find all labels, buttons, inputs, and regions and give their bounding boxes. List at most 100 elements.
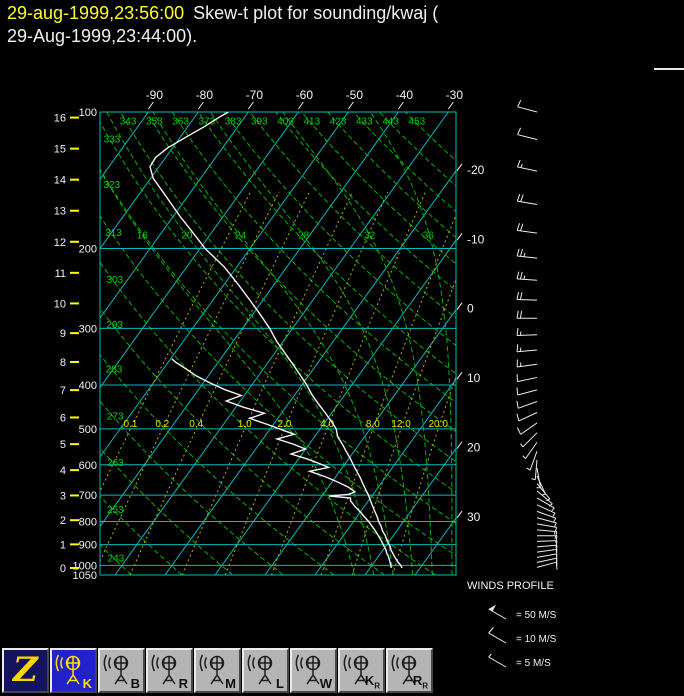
- toolbar-button-zeb-logo[interactable]: Z: [2, 648, 49, 693]
- svg-text:4.0: 4.0: [320, 419, 334, 430]
- svg-text:20: 20: [467, 441, 481, 455]
- toolbar: Z K B R M L W KR RR: [2, 648, 434, 693]
- toolbar-button-letter: RR: [412, 673, 428, 691]
- svg-text:16: 16: [137, 230, 149, 241]
- svg-text:-40: -40: [396, 88, 414, 102]
- toolbar-button-sounding-r[interactable]: R: [146, 648, 193, 693]
- toolbar-button-sounding-m[interactable]: M: [194, 648, 241, 693]
- svg-text:413: 413: [303, 117, 320, 128]
- svg-text:1000: 1000: [73, 560, 97, 572]
- svg-text:9: 9: [60, 328, 66, 340]
- svg-text:-30: -30: [446, 88, 464, 102]
- svg-text:253: 253: [107, 505, 124, 516]
- svg-text:100: 100: [79, 107, 97, 119]
- svg-text:243: 243: [108, 553, 125, 564]
- toolbar-button-letter: L: [276, 676, 284, 691]
- svg-text:32: 32: [364, 230, 376, 241]
- svg-text:-80: -80: [196, 88, 214, 102]
- svg-text:28: 28: [298, 230, 310, 241]
- svg-text:-60: -60: [296, 88, 314, 102]
- svg-text:433: 433: [356, 117, 373, 128]
- svg-text:283: 283: [106, 365, 123, 376]
- svg-text:393: 393: [251, 117, 268, 128]
- svg-text:3: 3: [60, 490, 66, 502]
- svg-text:293: 293: [106, 320, 123, 331]
- sounding-traces: [149, 112, 403, 569]
- svg-text:11: 11: [55, 268, 66, 280]
- radiosonde-icon: [391, 654, 417, 685]
- radiosonde-icon: [103, 654, 129, 685]
- svg-text:2.0: 2.0: [277, 419, 291, 430]
- svg-text:500: 500: [79, 424, 97, 436]
- svg-text:0.4: 0.4: [189, 419, 203, 430]
- toolbar-button-letter: B: [130, 676, 140, 691]
- svg-text:6: 6: [60, 412, 66, 424]
- svg-text:7: 7: [60, 385, 66, 397]
- svg-text:8.0: 8.0: [366, 419, 380, 430]
- svg-text:273: 273: [107, 412, 124, 423]
- svg-text:-50: -50: [346, 88, 364, 102]
- svg-text:403: 403: [277, 117, 294, 128]
- svg-text:200: 200: [79, 243, 97, 255]
- svg-text:12: 12: [54, 237, 66, 249]
- dewpoint-trace: [171, 358, 392, 568]
- wind-barb-column: [516, 99, 558, 570]
- svg-text:0: 0: [60, 563, 66, 575]
- svg-text:383: 383: [225, 117, 242, 128]
- svg-text:15: 15: [54, 144, 66, 156]
- plot-title-text: Skew-t plot for sounding/kwaj (: [193, 3, 439, 23]
- svg-text:-70: -70: [246, 88, 264, 102]
- svg-text:13: 13: [54, 206, 66, 218]
- temperature-trace: [149, 112, 403, 569]
- toolbar-button-sounding-b[interactable]: B: [98, 648, 145, 693]
- toolbar-button-letter: W: [319, 676, 332, 691]
- svg-text:-20: -20: [467, 163, 485, 177]
- plot-timestamp: 29-aug-1999,23:56:00: [7, 3, 185, 23]
- svg-text:700: 700: [79, 490, 97, 502]
- svg-text:5: 5: [60, 439, 66, 451]
- svg-text:-90: -90: [146, 88, 164, 102]
- svg-text:10: 10: [54, 298, 66, 310]
- svg-text:20: 20: [181, 230, 193, 241]
- toolbar-button-sounding-rr[interactable]: RR: [386, 648, 433, 693]
- grid-labels: -90 -80 -70 -60 -50 -40 -30 -20 -10 0 10 20 30 243 253…: [103, 88, 484, 564]
- svg-text:900: 900: [79, 540, 97, 552]
- svg-text:14: 14: [54, 175, 66, 187]
- zeb-logo-glyph: Z: [13, 650, 38, 690]
- toolbar-button-sounding-l[interactable]: L: [242, 648, 289, 693]
- toolbar-button-letter: R: [178, 676, 188, 691]
- toolbar-button-letter: M: [225, 676, 236, 691]
- plot-grid: [100, 112, 456, 575]
- svg-text:313: 313: [105, 228, 122, 239]
- svg-text:WINDS PROFILE: WINDS PROFILE: [467, 580, 554, 592]
- svg-text:= 50 M/S: = 50 M/S: [516, 610, 557, 621]
- svg-text:300: 300: [79, 323, 97, 335]
- svg-text:400: 400: [79, 380, 97, 392]
- svg-text:600: 600: [79, 460, 97, 472]
- svg-text:0.2: 0.2: [155, 419, 169, 430]
- svg-text:323: 323: [103, 180, 120, 191]
- radiosonde-icon: [343, 654, 369, 685]
- svg-text:0.1: 0.1: [124, 419, 138, 430]
- toolbar-button-letter: K: [82, 676, 92, 691]
- svg-text:343: 343: [120, 117, 137, 128]
- toolbar-button-sounding-kr[interactable]: KR: [338, 648, 385, 693]
- radiosonde-icon: [247, 654, 273, 685]
- svg-text:353: 353: [146, 117, 163, 128]
- toolbar-button-sounding-w[interactable]: W: [290, 648, 337, 693]
- svg-text:4: 4: [60, 465, 66, 477]
- svg-text:-10: -10: [467, 232, 485, 246]
- svg-text:8: 8: [60, 357, 66, 369]
- svg-text:333: 333: [104, 135, 121, 146]
- radiosonde-icon: [55, 654, 81, 685]
- plot-title-line2: 29-Aug-1999,23:44:00).: [7, 26, 198, 46]
- svg-text:453: 453: [408, 117, 425, 128]
- radiosonde-icon: [295, 654, 321, 685]
- svg-text:20.0: 20.0: [429, 419, 449, 430]
- toolbar-button-sounding-k[interactable]: K: [50, 648, 97, 693]
- svg-text:1: 1: [60, 539, 66, 551]
- svg-text:373: 373: [198, 117, 215, 128]
